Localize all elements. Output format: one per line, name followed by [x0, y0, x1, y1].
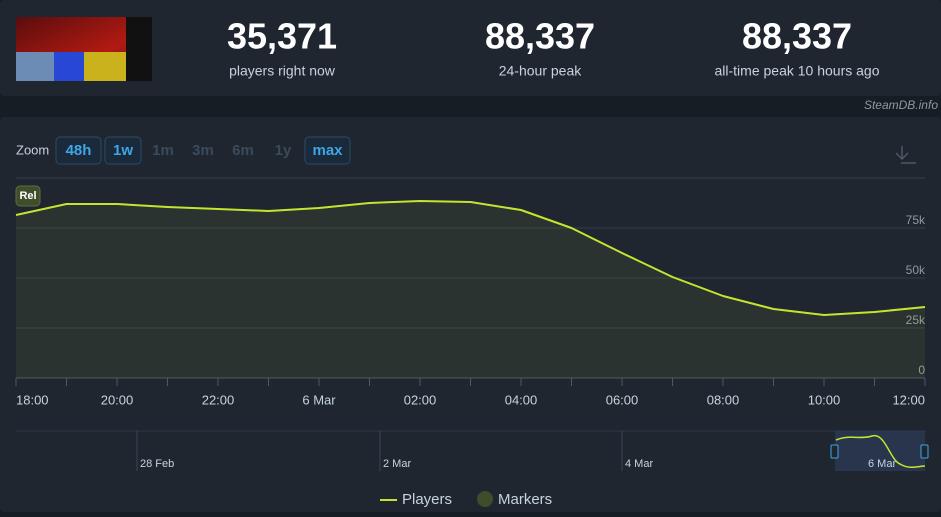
game-image-part: [84, 52, 126, 81]
marker-label: Rel: [19, 190, 36, 202]
navigator-handle[interactable]: [830, 444, 839, 459]
navigator-label: 28 Feb: [140, 458, 174, 470]
chart-panel: [0, 117, 941, 512]
zoom-option: 3m: [192, 142, 214, 159]
navigator-label: 6 Mar: [868, 458, 896, 470]
legend-label[interactable]: Players: [402, 491, 452, 508]
x-tick-label: 20:00: [101, 392, 134, 407]
zoom-button[interactable]: [104, 136, 142, 165]
stat-label: 24-hour peak: [499, 63, 583, 79]
stat-value: 88,337: [485, 16, 595, 57]
navigator-line: [835, 435, 926, 469]
zoom-label: Zoom: [16, 142, 49, 157]
stat-value: 35,371: [227, 16, 337, 57]
legend-label[interactable]: Markers: [498, 491, 552, 508]
x-tick-label: 06:00: [606, 392, 639, 407]
legend-swatch[interactable]: [477, 491, 493, 507]
y-tick-label: 0: [918, 363, 925, 377]
x-tick-label: 22:00: [202, 392, 235, 407]
y-tick-label: 75k: [906, 213, 926, 227]
zoom-button[interactable]: [304, 136, 351, 165]
game-image-part: [16, 52, 54, 81]
x-tick-label: 18:00: [16, 392, 49, 407]
x-tick-label: 08:00: [707, 392, 740, 407]
zoom-option[interactable]: max: [312, 142, 343, 159]
stat-value: 88,337: [742, 16, 852, 57]
zoom-option[interactable]: 48h: [66, 142, 92, 159]
x-tick-label: 10:00: [808, 392, 841, 407]
y-tick-label: 50k: [906, 263, 926, 277]
zoom-button[interactable]: [55, 136, 102, 165]
navigator-handle[interactable]: [920, 444, 929, 459]
zoom-option: 6m: [232, 142, 254, 159]
x-tick-label: 04:00: [505, 392, 538, 407]
y-tick-label: 25k: [906, 313, 926, 327]
download-icon[interactable]: [895, 146, 916, 164]
game-image-part: [126, 17, 152, 81]
game-image-part: [54, 52, 84, 81]
watermark: SteamDB.info: [864, 98, 938, 112]
line: [15, 200, 926, 316]
stat-label: all-time peak 10 hours ago: [715, 63, 880, 79]
marker-flag: [15, 185, 41, 207]
navigator-label: 4 Mar: [625, 458, 653, 470]
navigator-label: 2 Mar: [383, 458, 411, 470]
zoom-option: 1y: [275, 142, 292, 159]
stats-panel: [0, 0, 941, 96]
zoom-option[interactable]: 1w: [113, 142, 133, 159]
stat-label: players right now: [229, 63, 336, 79]
x-tick-label: 12:00: [892, 392, 925, 407]
area: [16, 201, 925, 378]
x-tick-label: 02:00: [404, 392, 437, 407]
zoom-option: 1m: [152, 142, 174, 159]
x-tick-label: 6 Mar: [302, 392, 336, 407]
